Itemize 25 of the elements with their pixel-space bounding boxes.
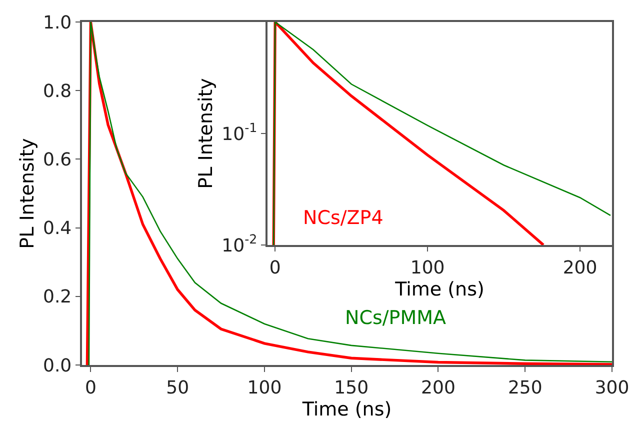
- x-tick-label: 300: [594, 377, 630, 398]
- x-axis-title: Time (ns): [301, 398, 392, 420]
- y-axis-title: PL Intensity: [16, 138, 38, 249]
- y-tick-label: 1.0: [43, 12, 72, 34]
- x-tick-label: 0: [84, 377, 96, 398]
- x-tick-label: 0: [269, 257, 281, 278]
- y-tick-label: 10$^{-1}$: [222, 120, 258, 145]
- x-tick-label: 100: [410, 257, 445, 278]
- x-tick-label: 200: [562, 257, 598, 278]
- y-tick-label: 0.4: [43, 218, 72, 240]
- y-tick-label: 0.8: [43, 80, 72, 102]
- y-tick-label: 0.6: [43, 150, 72, 170]
- x-tick-label: 150: [334, 377, 369, 398]
- y-tick-label: 0.0: [43, 355, 72, 376]
- line-series: [272, 22, 612, 245]
- x-tick-label: 250: [508, 377, 542, 398]
- x-tick-label: 50: [166, 377, 190, 398]
- y-tick-label: 0.2: [43, 286, 72, 308]
- x-axis-title: Time (ns): [394, 278, 484, 300]
- series-label: NCs/ZP4: [303, 207, 384, 229]
- x-tick-label: 200: [421, 377, 456, 398]
- x-tick-label: 100: [247, 377, 282, 398]
- y-axis-title: PL Intensity: [195, 78, 218, 189]
- y-tick-label: 10$^{-2}$: [222, 232, 258, 256]
- series-label: NCs/PMMA: [345, 307, 446, 329]
